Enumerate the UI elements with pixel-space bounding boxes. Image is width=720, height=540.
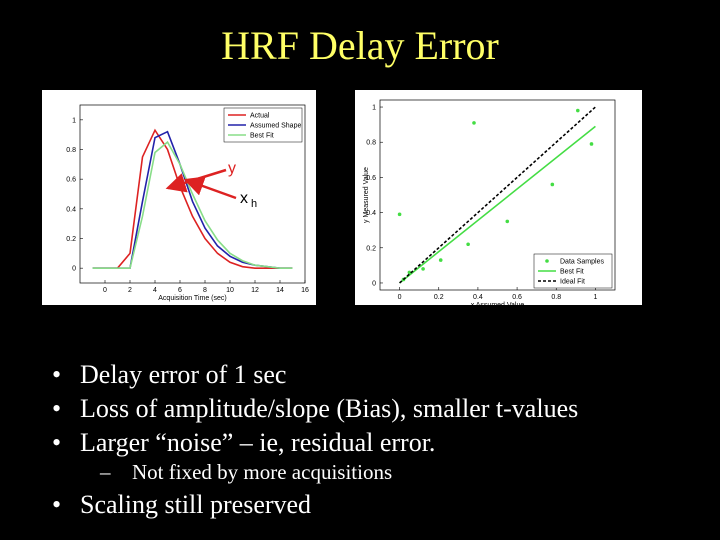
legend-label: Assumed Shape [250, 123, 301, 130]
plot-area [379, 99, 616, 291]
bullet: • Larger “noise” – ie, residual error. [52, 428, 435, 458]
bullet-text: Not fixed by more acquisitions [132, 460, 393, 484]
slide-title: HRF Delay Error [221, 23, 499, 68]
bullet-text: Loss of amplitude/slope (Bias), smaller … [80, 394, 579, 423]
chart: 0 0.2 0.4 0.6 0.8 1 0 0.2 0.4 0.6 0.8 1 x Assumed Va… [355, 90, 642, 305]
bullet: • Loss of amplitude/slope (Bias), smaller… [52, 394, 578, 424]
legend-label: Ideal Fit [560, 279, 585, 286]
bullet-marker: • [52, 490, 62, 519]
y-tick-label: 0.6 [366, 175, 376, 182]
x-tick-label: 14 [276, 287, 284, 294]
y-tick-label: 0.2 [366, 245, 376, 252]
scatter-point [438, 258, 443, 262]
arrow [165, 168, 227, 193]
scatter-point [550, 182, 555, 187]
x-axis-label: Acquisition Time (sec) [158, 295, 226, 302]
annotation-subscript: h [251, 198, 257, 210]
bullet: • Delay error of 1 sec [52, 360, 286, 390]
y-tick-label: 1 [372, 105, 376, 112]
bullet-text: Delay error of 1 sec [80, 360, 287, 389]
y-tick-label: 1 [72, 117, 76, 124]
line-series [399, 106, 596, 284]
legend-swatch [545, 259, 549, 263]
annotation: y [228, 160, 236, 177]
scatter-point [397, 212, 402, 217]
x-tick-label: 6 [178, 287, 182, 294]
y-tick-label: 0.2 [66, 236, 76, 243]
x-tick-label: 12 [251, 287, 259, 294]
bullet-marker: • [52, 428, 62, 457]
x-tick-label: 10 [226, 287, 234, 294]
bullet-marker: – [100, 460, 111, 484]
scatter-point [505, 219, 510, 224]
x-tick-label: 0.4 [473, 294, 483, 301]
scatter-point [466, 242, 470, 247]
x-tick-label: 0.8 [551, 294, 561, 301]
sub-bullet: – Not fixed by more acquisitions [100, 460, 392, 485]
y-tick-label: 0.6 [66, 177, 76, 184]
plot-area [79, 104, 306, 284]
bullet: • Scaling still preserved [52, 490, 311, 520]
bullet-marker: • [52, 394, 62, 423]
x-tick-label: 0.2 [434, 294, 444, 301]
scatter-point [589, 142, 594, 146]
annotation: x [240, 190, 248, 207]
x-tick-label: 0.6 [512, 294, 522, 301]
scatter-point [421, 267, 425, 271]
y-tick-label: 0 [72, 266, 76, 273]
line-series [92, 128, 293, 269]
legend-label: Data Samples [560, 259, 604, 266]
x-tick-label: 2 [128, 287, 132, 294]
bullet-text: Scaling still preserved [80, 490, 312, 519]
x-tick-label: 8 [203, 287, 207, 294]
arrow [183, 176, 237, 200]
bullet-text: Larger “noise” – ie, residual error. [80, 428, 436, 457]
bullet-marker: • [52, 360, 62, 389]
x-tick-label: 4 [153, 287, 157, 294]
legend-label: Best Fit [560, 269, 584, 276]
y-tick-label: 0.8 [66, 147, 76, 154]
y-tick-label: 0.4 [366, 210, 376, 217]
scatter-point [407, 270, 412, 275]
legend-label: Best Fit [250, 133, 274, 140]
y-axis-label: y Measured Value [363, 167, 370, 223]
scatter-point [472, 121, 476, 125]
x-tick-label: 16 [301, 287, 309, 294]
line-series [399, 125, 596, 284]
x-tick-label: 0 [398, 294, 402, 301]
y-tick-label: 0 [372, 280, 376, 287]
x-tick-label: 0 [103, 287, 107, 294]
x-tick-label: 1 [593, 294, 597, 301]
legend-label: Actual [250, 113, 270, 120]
y-tick-label: 0.8 [366, 140, 376, 147]
scatter-point [575, 108, 580, 113]
y-tick-label: 0.4 [66, 206, 76, 213]
x-axis-label: x Assumed Value [471, 302, 525, 305]
